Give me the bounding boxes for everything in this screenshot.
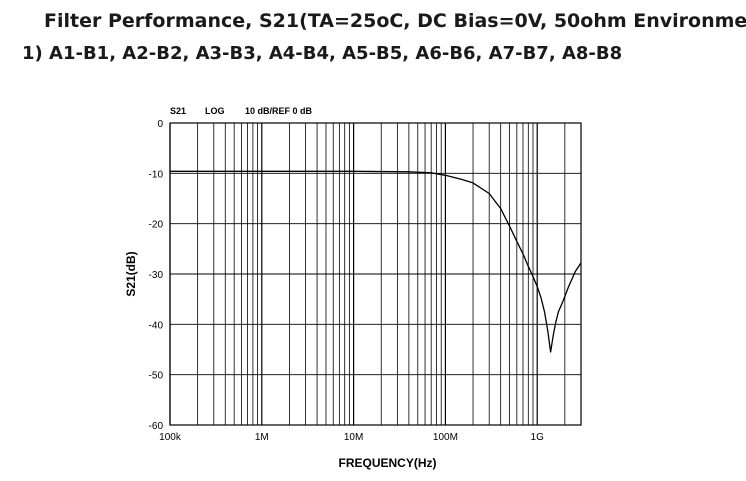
header-label-scale: LOG — [205, 106, 225, 116]
y-tick-label: -50 — [149, 371, 164, 382]
x-tick-label: 1G — [531, 432, 545, 443]
y-axis-label: S21(dB) — [124, 251, 138, 296]
y-tick-labels: 0 -10 -20 -30 -40 -50 -60 — [149, 119, 164, 432]
plot-frame — [169, 122, 582, 426]
header-label-reference: 10 dB/REF 0 dB — [245, 106, 313, 116]
y-tick-label: 0 — [157, 119, 163, 130]
chart-subtitle: 1) A1-B1, A2-B2, A3-B3, A4-B4, A5-B5, A6… — [22, 43, 623, 64]
y-tick-label: -20 — [149, 220, 164, 231]
grid-lines — [169, 122, 582, 426]
y-tick-label: -30 — [149, 270, 164, 281]
chart-header-labels: S21 LOG 10 dB/REF 0 dB — [170, 106, 313, 116]
series-line-0 — [170, 170, 582, 353]
x-tick-label: 100M — [433, 432, 458, 443]
y-tick-label: -10 — [149, 169, 164, 180]
chart-title: Filter Performance, S21(TA=25oC, DC Bias… — [44, 10, 746, 32]
x-tick-labels: 100k 1M 10M 100M 1G — [159, 432, 544, 443]
series-layer — [170, 170, 582, 353]
y-tick-label: -60 — [149, 421, 164, 432]
y-tick-label: -40 — [149, 320, 164, 331]
x-tick-label: 1M — [255, 432, 269, 443]
header-label-trace: S21 — [170, 106, 186, 116]
x-axis-label: FREQUENCY(Hz) — [339, 456, 437, 470]
x-tick-label: 100k — [159, 432, 182, 443]
x-tick-label: 10M — [344, 432, 363, 443]
